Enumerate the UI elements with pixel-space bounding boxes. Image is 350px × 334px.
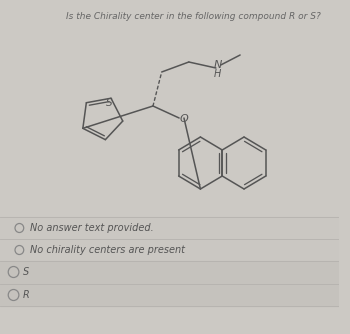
Bar <box>0 261 339 283</box>
Text: S: S <box>23 267 29 277</box>
Text: No chirality centers are present: No chirality centers are present <box>29 245 184 255</box>
Text: No answer text provided.: No answer text provided. <box>29 223 153 233</box>
Text: H: H <box>214 69 222 79</box>
Text: Is the Chirality center in the following compound R or S?: Is the Chirality center in the following… <box>66 12 321 21</box>
Text: O: O <box>180 114 188 124</box>
Bar <box>0 239 339 261</box>
Text: N: N <box>214 60 222 70</box>
Text: R: R <box>23 290 29 300</box>
Text: S: S <box>106 98 112 108</box>
Bar <box>0 217 339 239</box>
Bar <box>0 284 339 306</box>
